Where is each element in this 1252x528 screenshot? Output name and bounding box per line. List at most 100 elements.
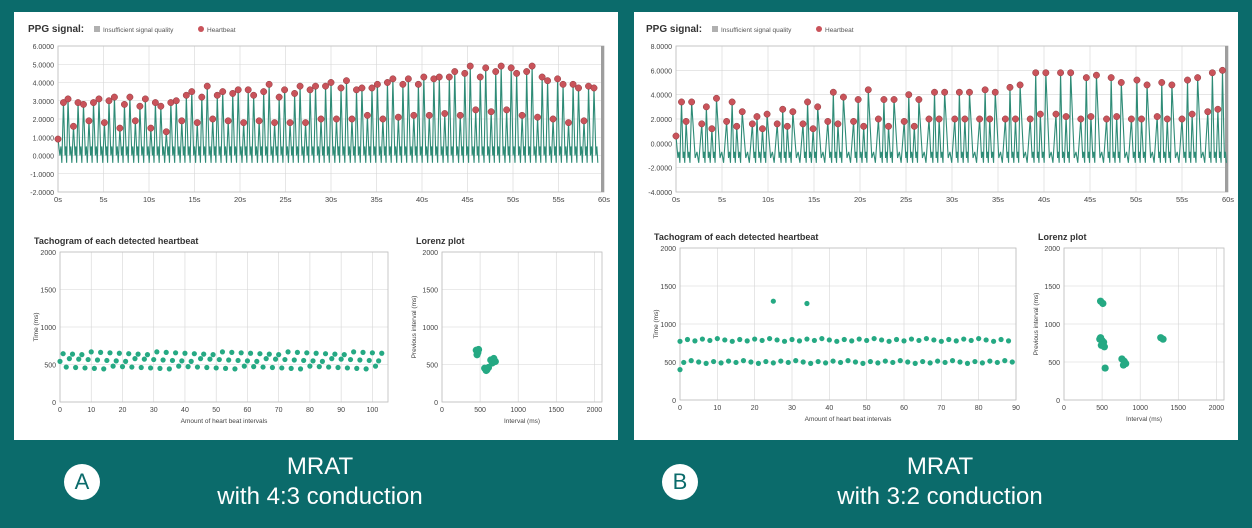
heartbeat-point <box>260 88 268 96</box>
ppg-xtick: 0s <box>54 195 62 204</box>
heartbeat-point <box>528 62 536 70</box>
heartbeat-point <box>723 117 731 125</box>
tachogram-point <box>326 364 332 370</box>
scatter-xtick: 30 <box>788 405 796 412</box>
heartbeat-point <box>85 117 93 125</box>
tachogram-point <box>82 365 88 371</box>
heartbeat-point <box>445 73 453 81</box>
heartbeat-point <box>1001 115 1009 123</box>
ppg-xtick: 40s <box>416 195 428 204</box>
heartbeat-point <box>763 110 771 118</box>
heartbeat-point <box>70 122 77 130</box>
scatter-ytick: 1500 <box>422 288 438 295</box>
heartbeat-point <box>678 98 685 106</box>
lorenz-title: Lorenz plot <box>1038 232 1087 242</box>
panel-a: PPG signal: Insufficient signal quality He… <box>14 12 618 440</box>
tachogram-point <box>905 359 911 365</box>
tachogram-point <box>126 351 132 357</box>
heartbeat-point <box>291 90 299 97</box>
heartbeat-point <box>1077 115 1085 123</box>
tachogram-point <box>826 337 832 343</box>
tachogram-point <box>991 338 997 344</box>
heartbeat-point <box>1127 115 1135 123</box>
tachogram-point <box>141 356 147 362</box>
tachogram-point <box>882 358 888 364</box>
heartbeat-point <box>178 117 186 125</box>
scatter-xtick: 40 <box>181 407 189 414</box>
tachogram-point <box>69 351 76 357</box>
tachogram-point <box>301 357 307 364</box>
scatter-ytick: 0 <box>434 400 438 407</box>
heartbeat-point <box>1107 74 1115 82</box>
heartbeat-point <box>976 115 984 123</box>
heartbeat-point <box>379 115 387 123</box>
tachogram-point <box>696 359 702 365</box>
tachogram-point <box>226 357 232 363</box>
tachogram-point <box>194 364 201 370</box>
scatter-ytick: 2000 <box>1044 246 1060 253</box>
heartbeat-point <box>804 98 812 106</box>
heartbeat-point <box>306 86 314 94</box>
heartbeat-point <box>1103 115 1111 123</box>
tachogram-point <box>800 359 806 365</box>
tachogram-point <box>351 349 357 355</box>
scatter-ytick: 1500 <box>40 288 56 295</box>
ppg-xtick: 0s <box>672 195 680 204</box>
tachogram-point <box>964 360 971 366</box>
legend-heartbeat-label: Heartbeat <box>825 27 854 34</box>
heartbeat-point <box>317 115 325 123</box>
tachogram-point <box>852 359 859 365</box>
lorenz-point <box>490 354 498 363</box>
tachogram-point <box>113 358 119 364</box>
tachogram-point <box>160 357 166 363</box>
heartbeat-point <box>955 88 963 96</box>
heartbeat-point <box>518 111 526 119</box>
scatter-xtick: 80 <box>975 405 983 412</box>
tachogram-point <box>79 352 85 358</box>
tachogram-point <box>179 358 185 364</box>
scatter-xtick: 500 <box>1096 405 1108 412</box>
tachogram-point <box>837 359 844 366</box>
panel-a-charts: PPG signal: Insufficient signal quality He… <box>28 24 610 425</box>
tachogram-point <box>144 352 151 358</box>
tachogram-point <box>276 352 282 358</box>
tachogram-point <box>938 338 944 344</box>
tachogram-point <box>135 351 141 357</box>
heartbeat-point <box>157 102 165 110</box>
heartbeat-point <box>538 73 546 81</box>
scatter-xtick: 500 <box>474 407 486 414</box>
ppg-xtick: 50s <box>1130 195 1142 204</box>
heartbeat-point <box>312 82 319 90</box>
lorenz-point <box>1159 335 1167 343</box>
heartbeat-point <box>60 99 67 107</box>
tachogram-point <box>322 351 329 357</box>
tachogram-point <box>266 351 272 357</box>
scatter-ytick: 1000 <box>422 325 438 332</box>
lorenz-ylabel: Previous interval (ms) <box>1033 293 1040 356</box>
tachogram-point <box>238 350 244 356</box>
heartbeat-point <box>1036 110 1044 118</box>
tachogram-point <box>684 336 691 343</box>
tachogram-point <box>272 356 279 362</box>
tachogram-point <box>329 356 335 362</box>
tachogram-point <box>1002 358 1008 364</box>
scatter-xtick: 1500 <box>1170 405 1186 412</box>
tachogram-point <box>908 336 915 342</box>
heartbeat-point <box>244 86 252 94</box>
scatter-xtick: 20 <box>119 407 127 414</box>
scatter-xtick: 2000 <box>1209 405 1225 412</box>
tachogram-point <box>875 360 881 366</box>
tachogram-point <box>98 349 104 355</box>
heartbeat-point <box>834 120 842 128</box>
tachogram-point <box>376 358 382 364</box>
heartbeat-point <box>1092 71 1100 79</box>
ppg-xtick: 60s <box>598 195 610 204</box>
heartbeat-point <box>1158 79 1166 86</box>
tachogram-point <box>886 338 892 344</box>
tachogram-point <box>307 363 313 369</box>
tachogram-point <box>677 338 683 344</box>
tachogram-point <box>279 365 285 371</box>
ppg-xtick: 45s <box>1084 195 1096 204</box>
scatter-ytick: 1500 <box>660 284 676 291</box>
heartbeat-point <box>240 119 248 127</box>
